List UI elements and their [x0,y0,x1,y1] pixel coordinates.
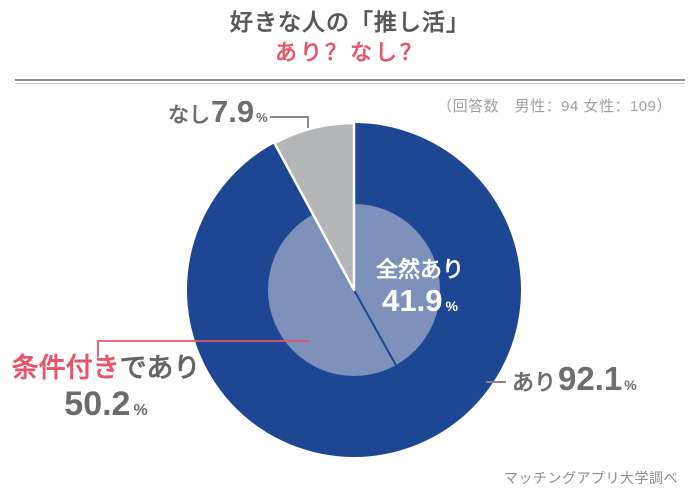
label-ari-value: 92.1 [558,360,623,397]
label-zenzen-text: 全然あり [375,257,464,282]
label-nashi-unit: % [256,110,268,125]
label-nashi-text: なし [168,104,210,127]
chart-title: 好きな人の「推し活」 あり？なし？ [0,8,700,66]
label-jouken-gray: であり [119,353,201,383]
label-zenzen-ari: 全然あり 41.9% [352,252,488,318]
label-nashi: なし7.9% [168,94,268,130]
label-jouken-red: 条件付き [11,353,120,383]
label-jouken-value: 50.2 [64,385,131,423]
leader-line-nashi [270,116,309,128]
respondents-note: （回答数 男性：94 女性：109） [437,98,672,115]
source-credit: マッチングアプリ大学調べ [504,470,678,486]
inner-slice-divider [353,289,397,366]
chart-title-line1: 好きな人の「推し活」 [230,9,470,35]
title-divider [15,79,685,84]
label-zenzen-unit: % [445,298,458,314]
chart-title-line2: あり？なし？ [274,39,425,65]
label-ari-unit: % [624,377,637,393]
label-ari: あり92.1% [512,360,637,398]
label-jouken-unit: % [133,402,148,419]
pie-slice-nashi [273,121,356,292]
label-ari-text: あり [512,370,557,395]
label-zenzen-value: 41.9 [382,283,443,318]
label-jouken-tsuki: 条件付きであり 50.2% [0,346,212,424]
leader-line-jouken [97,340,310,357]
label-nashi-value: 7.9 [211,94,255,129]
